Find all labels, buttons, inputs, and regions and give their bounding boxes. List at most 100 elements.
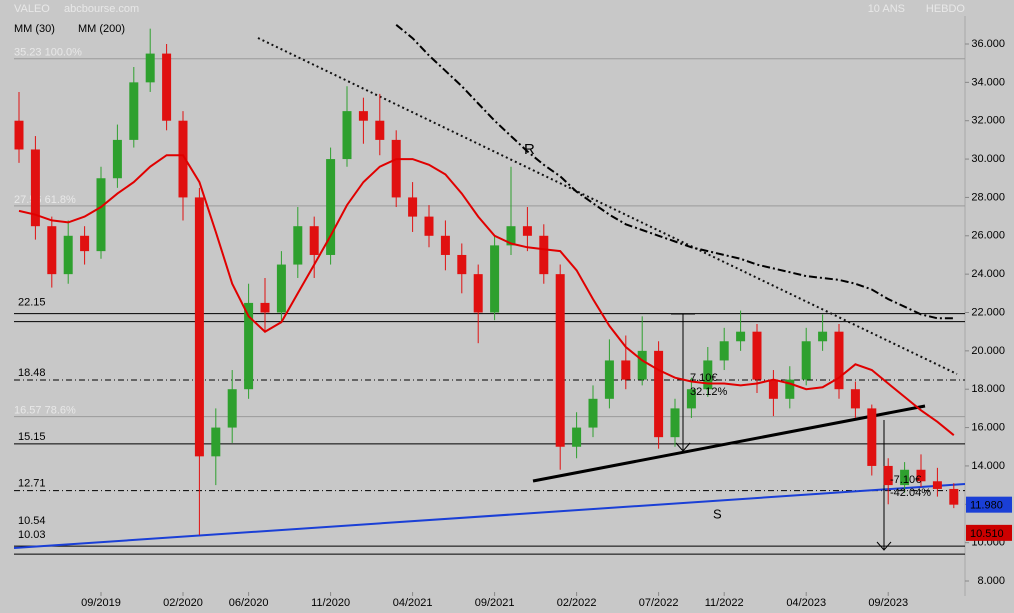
candle-body (637, 350, 647, 380)
candle-body (555, 274, 565, 447)
candle-body (227, 389, 237, 428)
candle-body (539, 235, 549, 275)
level-label: 12.71 (18, 478, 46, 490)
candle-body (850, 389, 860, 409)
price-tag-label: 11.980 (970, 500, 1003, 512)
candle-body (47, 226, 57, 275)
levels: 35.23 100.0% 27.56 61.8% 22.15 18.48 16.57 7… (14, 47, 965, 555)
candle-body (375, 120, 385, 140)
y-tick-label: 24.000 (971, 268, 1005, 280)
price-tag (966, 496, 1012, 513)
level-label: 15.15 (18, 431, 46, 443)
candles (14, 28, 959, 535)
arrow-head (675, 442, 691, 452)
candle-body (440, 235, 450, 255)
x-tick-label: 06/2020 (229, 597, 269, 609)
candle-body (752, 331, 762, 380)
level-label: 16.57 78.6% (14, 405, 76, 417)
candle-body (703, 360, 713, 390)
resistance-line (257, 37, 958, 375)
candle-body (194, 197, 204, 457)
candle-body (260, 302, 270, 313)
x-tick-label: 02/2022 (557, 597, 597, 609)
candle-body (686, 389, 696, 409)
price-tag-label: 10.510 (970, 528, 1004, 540)
candle-body (670, 408, 680, 438)
candle-body (949, 488, 959, 505)
legend-entry: MM (30) (14, 23, 55, 35)
annotation: S (713, 506, 722, 521)
level-label: 27.56 61.8% (14, 194, 76, 206)
candle-body (326, 159, 336, 255)
price-tag (966, 524, 1012, 541)
y-tick-label: 32.000 (971, 115, 1005, 127)
candle-body (588, 398, 598, 428)
y-tick-label: 36.000 (971, 38, 1005, 50)
candle-body (30, 149, 40, 227)
candle-body (916, 469, 926, 482)
candle-body (785, 379, 795, 399)
moving-average (18, 154, 955, 436)
candle-body (621, 360, 631, 380)
candle-body (408, 197, 418, 217)
interval: HEBDO (926, 3, 966, 15)
candle-body (604, 360, 614, 399)
annotation: 7.10€ (690, 372, 718, 384)
support-line (532, 404, 926, 483)
candle-body (112, 139, 122, 179)
candle-body (572, 427, 582, 447)
support-line (14, 483, 965, 549)
annotation: -42.04% (890, 487, 931, 499)
candle-body (129, 82, 139, 140)
x-tick-label: 09/2019 (81, 597, 121, 609)
candle-body (883, 465, 893, 486)
candle-body (276, 264, 286, 313)
x-tick-label: 02/2020 (163, 597, 203, 609)
y-tick-label: 28.000 (971, 191, 1005, 203)
candle-body (14, 120, 24, 150)
candle-body (818, 331, 828, 342)
candle-body (80, 235, 90, 252)
candle-body (309, 226, 319, 255)
x-tick-label: 04/2021 (393, 597, 433, 609)
candle-body (932, 481, 942, 489)
candle-body (63, 235, 73, 275)
candle-body (96, 178, 106, 252)
annotation: -7.10€ (890, 474, 921, 486)
x-tick-label: 04/2023 (786, 597, 826, 609)
candle-body (145, 53, 155, 83)
level-label: 18.48 (18, 367, 46, 379)
y-tick-label: 22.000 (971, 306, 1005, 318)
level-label: 10.54 (18, 515, 46, 527)
candle-body (473, 274, 483, 313)
candle-body (801, 341, 811, 380)
candle-body (506, 226, 516, 246)
arrow-head (876, 541, 892, 551)
source: abcbourse.com (64, 3, 139, 15)
candle-body (391, 139, 401, 198)
legend-entry: MM (200) (78, 23, 125, 35)
candle-body (900, 469, 910, 486)
x-tick-label: 11/2022 (705, 597, 744, 609)
level-label: 35.23 100.0% (14, 47, 82, 59)
y-tick-label: 8.000 (977, 575, 1005, 587)
candle-body (522, 226, 532, 236)
candle-body (424, 216, 434, 236)
candle-body (457, 254, 467, 275)
chart-title: VALEO (14, 3, 50, 15)
moving-averages (18, 24, 955, 436)
candle-body (490, 245, 500, 313)
annotation: 32.12% (690, 386, 728, 398)
annotation: R (524, 141, 535, 158)
candle-body (834, 331, 844, 390)
y-tick-label: 14.000 (971, 460, 1005, 472)
axes: 8.00010.00012.00014.00016.00018.00020.00… (81, 38, 1012, 609)
candle-body (719, 341, 729, 361)
level-label: 10.03 (18, 529, 46, 541)
x-tick-label: 09/2023 (868, 597, 908, 609)
y-tick-label: 20.000 (971, 345, 1005, 357)
y-tick-label: 26.000 (971, 230, 1005, 242)
candle-body (293, 226, 303, 265)
